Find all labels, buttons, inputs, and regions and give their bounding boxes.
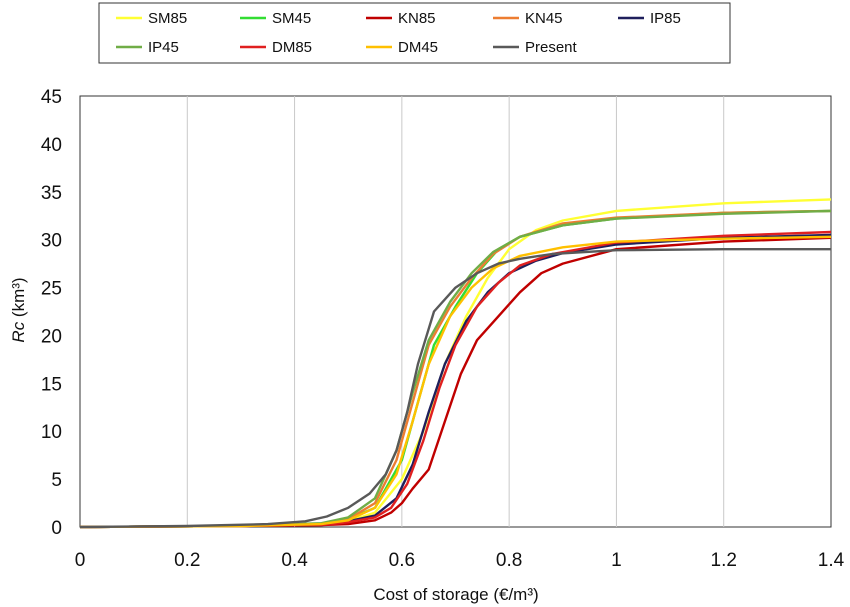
series-line-ip85: [79, 233, 832, 529]
plot-area: [79, 95, 832, 528]
x-axis-title: Cost of storage (€/m³): [373, 585, 538, 604]
legend-label-kn85: KN85: [398, 10, 436, 27]
y-axis-title-main: Rc: [9, 321, 28, 342]
series-lines: [79, 198, 832, 529]
y-tick-label: 40: [41, 135, 62, 156]
x-tick-label: 0.8: [496, 550, 522, 571]
y-tick-label: 30: [41, 231, 62, 252]
x-tick-label: 0.2: [174, 550, 200, 571]
y-tick-label: 25: [41, 279, 62, 300]
y-tick-label: 45: [41, 87, 62, 108]
legend-label-sm85: SM85: [148, 10, 187, 27]
legend-label-present: Present: [525, 39, 578, 56]
y-tick-label: 20: [41, 326, 62, 347]
grid-lines: [186, 96, 725, 527]
legend-label-kn45: KN45: [525, 10, 563, 27]
series-line-sm45: [79, 209, 832, 529]
x-tick-labels: 0 0.2 0.4 0.6 0.8 1 1.2 1.4: [75, 550, 845, 571]
x-tick-label: 1.4: [818, 550, 845, 571]
y-axis-title-unit: (km³): [9, 277, 28, 321]
legend-label-ip85: IP85: [650, 10, 681, 27]
series-line-kn45: [79, 209, 832, 529]
x-tick-label: 1.2: [711, 550, 737, 571]
x-tick-label: 1: [611, 550, 622, 571]
series-line-dm45: [79, 235, 832, 529]
y-tick-label: 10: [41, 422, 62, 443]
legend: SM85 SM45 KN85 KN45 IP85 IP45 DM85 DM45 Present: [98, 2, 731, 64]
series-line-dm85: [79, 230, 832, 529]
x-tick-label: 0.4: [281, 550, 308, 571]
y-tick-label: 5: [51, 470, 62, 491]
series-line-ip45: [79, 209, 832, 529]
y-tick-label: 35: [41, 183, 62, 204]
y-axis-title: Rc (km³): [9, 277, 28, 342]
series-line-present: [79, 247, 831, 529]
y-tick-label: 15: [41, 374, 62, 395]
y-tick-labels: 0 5 10 15 20 25 30 35 40 45: [41, 87, 62, 539]
x-tick-label: 0.6: [389, 550, 415, 571]
y-tick-label: 0: [51, 518, 62, 539]
legend-label-dm85: DM85: [272, 39, 312, 56]
legend-label-ip45: IP45: [148, 39, 179, 56]
x-tick-label: 0: [75, 550, 86, 571]
legend-box: [98, 2, 731, 64]
legend-label-dm45: DM45: [398, 39, 438, 56]
legend-label-sm45: SM45: [272, 10, 311, 27]
series-line-kn85: [79, 236, 832, 529]
